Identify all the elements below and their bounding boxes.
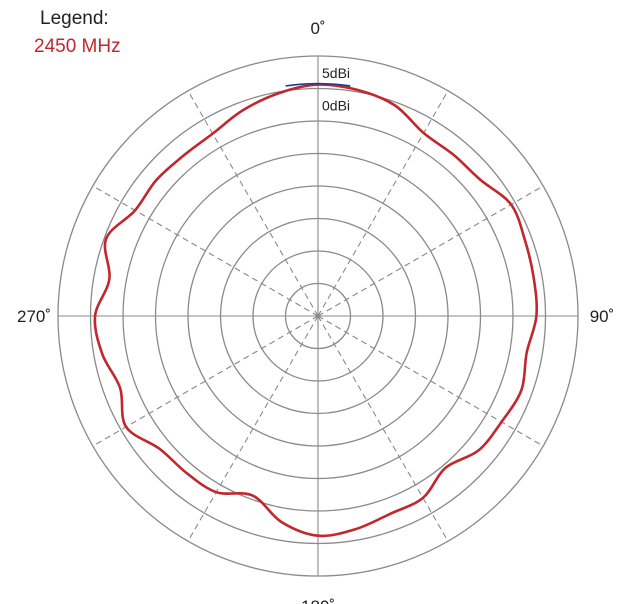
grid-spokes [58, 56, 578, 576]
grid-spoke [317, 315, 449, 542]
grid-spoke [187, 90, 319, 317]
angle-label-0: 0˚ [310, 19, 325, 38]
series-line-0 [93, 83, 539, 538]
angle-label-90: 90˚ [590, 307, 615, 326]
grid-spoke [187, 315, 319, 542]
legend-title: Legend: [40, 8, 109, 29]
grid-spoke [92, 185, 319, 317]
grid-spoke [317, 315, 544, 447]
ring-label: 0dBi [322, 98, 350, 114]
grid-spoke [92, 315, 319, 447]
grid-spoke [317, 185, 544, 317]
angle-label-180: 180˚ [301, 597, 335, 604]
legend-series-label: 2450 MHz [34, 36, 121, 57]
label-layer: 0˚ 90˚ 180˚ 270˚ 5dBi 0dBi [17, 19, 614, 604]
series-layer [93, 82, 539, 538]
grid-spoke [317, 90, 449, 317]
angle-label-270: 270˚ [17, 307, 51, 326]
secondary-trace-segment [285, 82, 351, 87]
ring-label: 5dBi [322, 65, 350, 81]
